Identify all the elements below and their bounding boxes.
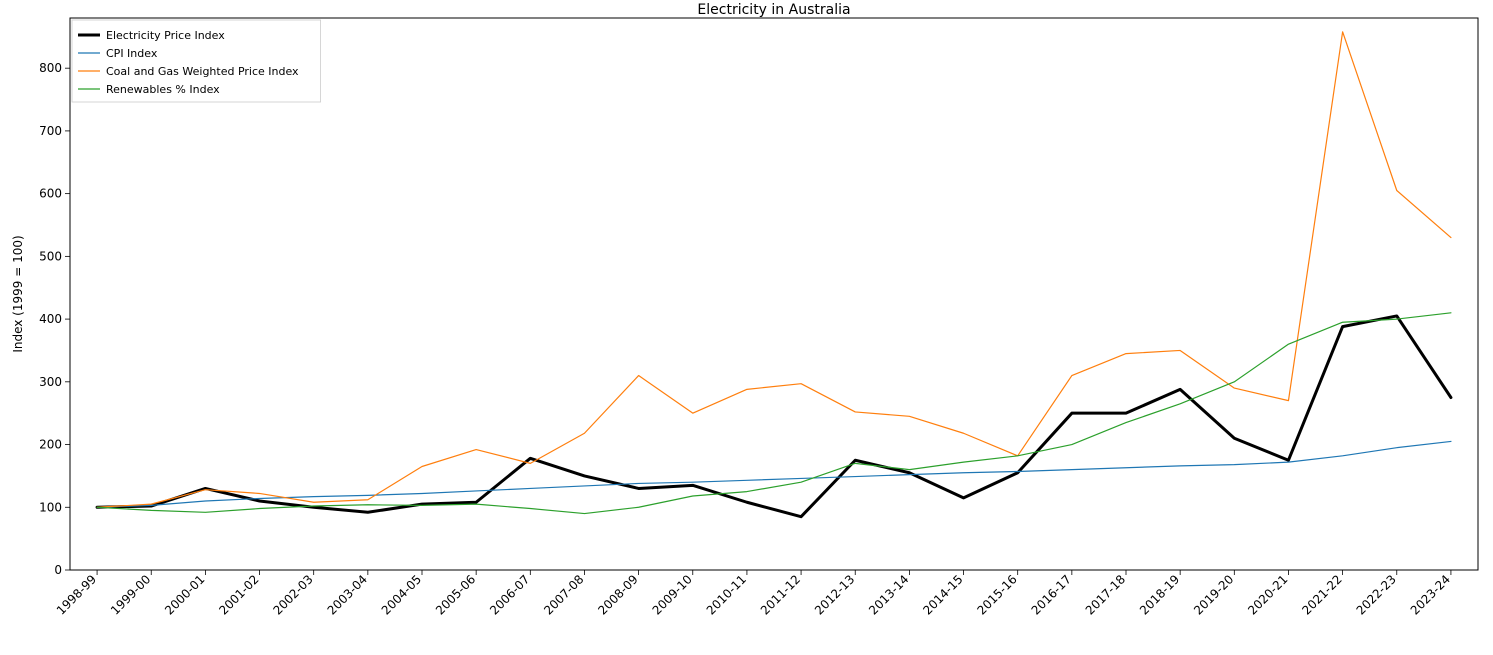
y-tick-label: 400 [39,312,62,326]
x-tick-label: 2010-11 [704,572,749,617]
legend-label: Renewables % Index [106,83,220,96]
chart-container: 0 100 200 300 400 500 600 700 800 Index (1999 = 1… [0,0,1493,655]
x-tick-label: 2011-12 [758,572,803,617]
y-tick-label: 300 [39,375,62,389]
y-tick-label: 0 [54,563,62,577]
x-tick-label: 2015-16 [974,572,1019,617]
x-tick-label: 2022-23 [1354,572,1399,617]
series-line [97,313,1451,514]
legend-label: Coal and Gas Weighted Price Index [106,65,299,78]
x-tick-label: 2017-18 [1083,572,1128,617]
y-tick-label: 800 [39,61,62,75]
x-tick-label: 2021-22 [1299,572,1344,617]
x-tick-label: 2003-04 [325,572,370,617]
x-tick-label: 2001-02 [216,572,261,617]
x-axis-ticks: 1998-991999-002000-012001-022002-032003-… [54,570,1453,618]
x-tick-label: 2005-06 [433,572,478,617]
y-tick-label: 200 [39,438,62,452]
y-tick-label: 100 [39,500,62,514]
y-axis-label: Index (1999 = 100) [11,235,25,352]
y-tick-label: 700 [39,124,62,138]
series-lines [97,32,1451,517]
legend-label: CPI Index [106,47,158,60]
x-tick-label: 1998-99 [54,572,99,617]
y-tick-label: 600 [39,187,62,201]
legend-label: Electricity Price Index [106,29,225,42]
x-tick-label: 2007-08 [541,572,586,617]
x-tick-label: 2023-24 [1408,572,1453,617]
x-tick-label: 2014-15 [920,572,965,617]
x-tick-label: 1999-00 [108,572,153,617]
x-tick-label: 2012-13 [812,572,857,617]
x-tick-label: 2008-09 [595,572,640,617]
x-tick-label: 2002-03 [270,572,315,617]
line-chart: 0 100 200 300 400 500 600 700 800 Index (1999 = 1… [0,0,1493,655]
x-tick-label: 2019-20 [1191,572,1236,617]
y-tick-label: 500 [39,249,62,263]
series-line [97,441,1451,507]
x-tick-label: 2000-01 [162,572,207,617]
x-tick-label: 2004-05 [379,572,424,617]
series-line [97,32,1451,507]
x-tick-label: 2009-10 [650,572,695,617]
legend: Electricity Price Index CPI Index Coal and… [72,20,321,102]
x-tick-label: 2013-14 [866,572,911,617]
x-tick-label: 2016-17 [1029,572,1074,617]
y-axis-ticks: 0 100 200 300 400 500 600 700 800 [39,61,70,577]
x-tick-label: 2018-19 [1137,572,1182,617]
x-tick-label: 2020-21 [1245,572,1290,617]
chart-title: Electricity in Australia [697,2,850,18]
x-tick-label: 2006-07 [487,572,532,617]
